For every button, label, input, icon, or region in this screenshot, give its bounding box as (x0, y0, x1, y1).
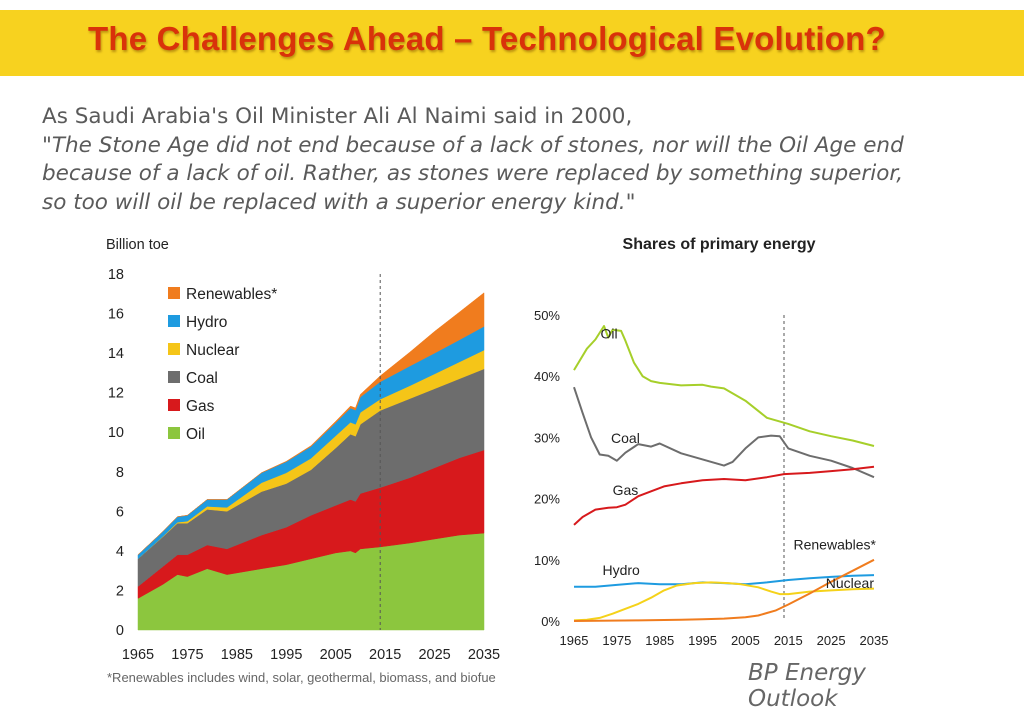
shares-annotation-coal: Coal (611, 430, 640, 446)
quote-block: As Saudi Arabia's Oil Minister Ali Al Na… (42, 103, 1002, 217)
area-ytick-4: 4 (116, 544, 124, 560)
area-legend-label-renewables: Renewables* (186, 286, 277, 303)
shares-ytick-50: 50% (534, 308, 560, 323)
quote-line-2: because of a lack of oil. Rather, as sto… (42, 161, 904, 186)
area-xtick-2005: 2005 (320, 647, 352, 663)
area-legend-swatch-gas (168, 399, 180, 411)
shares-chart-title: Shares of primary energy (623, 236, 816, 253)
area-xtick-2025: 2025 (418, 647, 450, 663)
source-line-1: BP Energy (748, 660, 866, 686)
area-legend-label-nuclear: Nuclear (186, 342, 239, 359)
area-ytick-14: 14 (108, 346, 124, 362)
shares-ytick-10: 10% (534, 553, 560, 568)
shares-xtick-1975: 1975 (602, 633, 631, 648)
area-legend-swatch-renewables (168, 287, 180, 299)
shares-xtick-1965: 1965 (560, 633, 589, 648)
area-ytick-10: 10 (108, 425, 124, 441)
area-ytick-0: 0 (116, 623, 124, 639)
area-legend-label-oil: Oil (186, 426, 205, 443)
quote-intro: As Saudi Arabia's Oil Minister Ali Al Na… (42, 104, 633, 129)
area-legend-swatch-coal (168, 371, 180, 383)
shares-annotation-renewables: Renewables* (794, 537, 877, 553)
area-legend-swatch-nuclear (168, 343, 180, 355)
source-line-2: Outlook (748, 686, 838, 712)
shares-xtick-1995: 1995 (688, 633, 717, 648)
area-ytick-6: 6 (116, 504, 124, 520)
shares-ytick-20: 20% (534, 492, 560, 507)
area-xtick-2035: 2035 (468, 647, 500, 663)
area-ytick-16: 16 (108, 307, 124, 323)
area-xtick-1975: 1975 (171, 647, 203, 663)
area-ytick-2: 2 (116, 583, 124, 599)
quote-line-3: so too will oil be replaced with a super… (42, 189, 636, 215)
shares-annotation-nuclear: Nuclear (826, 575, 875, 591)
shares-xtick-2025: 2025 (817, 633, 846, 648)
shares-ytick-30: 30% (534, 430, 560, 445)
area-ytick-8: 8 (116, 465, 124, 481)
area-legend-label-coal: Coal (186, 370, 218, 387)
shares-line-nuclear (573, 581, 875, 622)
shares-line-renewables (573, 558, 875, 622)
area-xtick-1965: 1965 (122, 647, 154, 663)
shares-ytick-0: 0% (541, 614, 560, 629)
shares-xtick-2005: 2005 (731, 633, 760, 648)
area-legend-swatch-oil (168, 427, 180, 439)
quote-line-1: "The Stone Age did not end because of a … (42, 132, 904, 158)
shares-xtick-2015: 2015 (774, 633, 803, 648)
shares-xtick-1985: 1985 (645, 633, 674, 648)
shares-annotation-hydro: Hydro (602, 562, 640, 578)
area-legend-swatch-hydro (168, 315, 180, 327)
shares-line-oil (573, 325, 875, 447)
area-legend-label-hydro: Hydro (186, 314, 227, 331)
area-xtick-1995: 1995 (270, 647, 302, 663)
area-chart-ylabel: Billion toe (106, 237, 169, 253)
source-credit: BP Energy Outlook (748, 660, 866, 712)
area-ytick-12: 12 (108, 386, 124, 402)
area-ytick-18: 18 (108, 267, 124, 283)
slide-title: The Challenges Ahead – Technological Evo… (88, 20, 886, 57)
shares-ytick-40: 40% (534, 369, 560, 384)
area-renewables (137, 292, 485, 555)
area-xtick-2015: 2015 (369, 647, 401, 663)
footnote: *Renewables includes wind, solar, geothe… (107, 670, 496, 685)
shares-line-gas (573, 465, 875, 526)
shares-annotation-oil: Oil (600, 325, 617, 341)
area-xtick-1985: 1985 (221, 647, 253, 663)
shares-xtick-2035: 2035 (860, 633, 889, 648)
shares-line-coal (573, 386, 875, 479)
area-legend-label-gas: Gas (186, 398, 215, 415)
title-banner (0, 10, 1024, 76)
shares-annotation-gas: Gas (613, 482, 639, 498)
